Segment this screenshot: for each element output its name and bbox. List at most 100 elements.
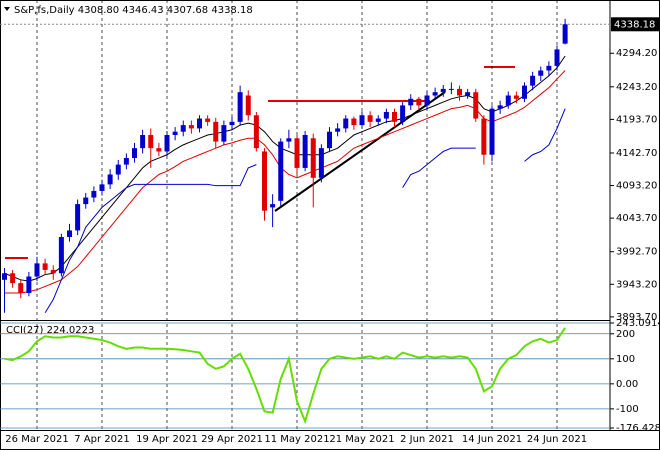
candle-body <box>416 98 422 106</box>
candle-body <box>197 118 202 129</box>
candle-body <box>294 138 300 168</box>
candle-body <box>343 118 349 129</box>
chart-title: S&P,fs,Daily 4308.80 4346.43 4307.68 433… <box>14 5 253 16</box>
candle-body <box>457 88 462 96</box>
candle-body <box>351 118 357 126</box>
indicator-line <box>4 327 566 425</box>
menu-icon <box>4 7 10 11</box>
candle-body <box>262 151 267 211</box>
candle-body <box>432 92 438 96</box>
y-tick-label: 200 <box>616 329 635 340</box>
candle-body <box>188 125 194 129</box>
candle-body <box>473 92 479 119</box>
candle-body <box>318 148 324 178</box>
indicator-line <box>4 55 566 282</box>
candle-body <box>67 230 72 238</box>
candle-body <box>286 138 292 142</box>
candle-body <box>75 204 81 231</box>
candle-body <box>383 111 389 119</box>
candle-body <box>148 134 154 149</box>
y-tick-label: 3943.20 <box>616 279 657 290</box>
candle-body <box>253 115 259 149</box>
x-tick-label: 19 Apr 2021 <box>136 434 198 445</box>
indicator-line <box>44 108 566 313</box>
candle-body <box>392 111 397 122</box>
candle-body <box>530 75 536 86</box>
candle-body <box>538 70 544 76</box>
candle-body <box>132 148 137 159</box>
candle-body <box>424 95 430 106</box>
x-tick-label: 11 May 2021 <box>264 434 329 445</box>
x-tick-label: 24 Jun 2021 <box>527 434 587 445</box>
y-tick-label: -176.4288 <box>616 423 660 434</box>
candle-body <box>99 184 105 191</box>
candle-body <box>400 105 406 122</box>
candle-body <box>50 269 56 274</box>
y-tick-label: 3992.70 <box>616 247 657 258</box>
candle-body <box>26 276 32 293</box>
candle-body <box>481 118 487 155</box>
candle-body <box>34 263 40 277</box>
candle-body <box>213 121 219 142</box>
last-price-box <box>611 17 660 32</box>
indicator-line <box>4 70 566 294</box>
y-tick-label: 4243.20 <box>616 82 657 93</box>
candle-body <box>91 190 97 198</box>
candle-body <box>115 164 121 175</box>
x-tick-label: 26 Mar 2021 <box>5 434 68 445</box>
candle-body <box>123 158 129 165</box>
x-tick-label: 2 Jun 2021 <box>400 434 454 445</box>
candle-body <box>302 134 308 168</box>
candle-body <box>513 95 519 99</box>
candle-body <box>10 273 16 284</box>
candle-body <box>554 49 560 66</box>
y-tick-label: 0.00 <box>616 379 638 390</box>
candle-body <box>465 92 471 96</box>
candle-body <box>448 88 454 90</box>
x-tick-label: 14 Jun 2021 <box>462 434 522 445</box>
candle-body <box>237 92 243 122</box>
candle-body <box>327 131 332 149</box>
candle-body <box>270 204 276 208</box>
candle-body <box>205 118 211 122</box>
candle-body <box>440 88 446 93</box>
y-tick-label: 4093.20 <box>616 181 657 192</box>
y-tick-label: 243.0914 <box>616 318 660 329</box>
cci-title: CCI(27) 224.0223 <box>6 325 94 336</box>
candle-body <box>367 115 373 122</box>
y-tick-label: 3893.70 <box>616 312 657 323</box>
candle-body <box>58 237 64 274</box>
candle-body <box>546 65 552 71</box>
last-price-label: 4338.18 <box>614 19 655 30</box>
candle-body <box>180 125 186 132</box>
candle-body <box>42 263 48 270</box>
candle-body <box>172 131 178 135</box>
candle-body <box>2 273 7 280</box>
candle-body <box>489 108 495 155</box>
y-tick-label: 4294.20 <box>616 48 657 59</box>
candle-body <box>335 128 341 132</box>
candle-body <box>505 95 511 106</box>
candle-body <box>164 134 170 152</box>
x-tick-label: 7 Apr 2021 <box>74 434 129 445</box>
candle-body <box>310 138 316 178</box>
candle-body <box>562 24 568 44</box>
candle-body <box>107 174 113 185</box>
candle-body <box>408 98 414 106</box>
trend-line <box>274 91 446 212</box>
y-tick-label: 4043.70 <box>616 213 657 224</box>
candle-body <box>375 118 381 122</box>
y-tick-label: 4142.70 <box>616 148 657 159</box>
y-tick-label: 4193.70 <box>616 114 657 125</box>
candle-body <box>245 95 251 116</box>
candle-body <box>140 134 146 149</box>
y-tick-label: -100 <box>616 404 639 415</box>
candle-body <box>221 125 227 142</box>
x-tick-label: 21 May 2021 <box>329 434 394 445</box>
candle-body <box>18 283 24 293</box>
candle-body <box>497 105 503 109</box>
candle-body <box>359 115 365 126</box>
candle-body <box>278 141 284 201</box>
